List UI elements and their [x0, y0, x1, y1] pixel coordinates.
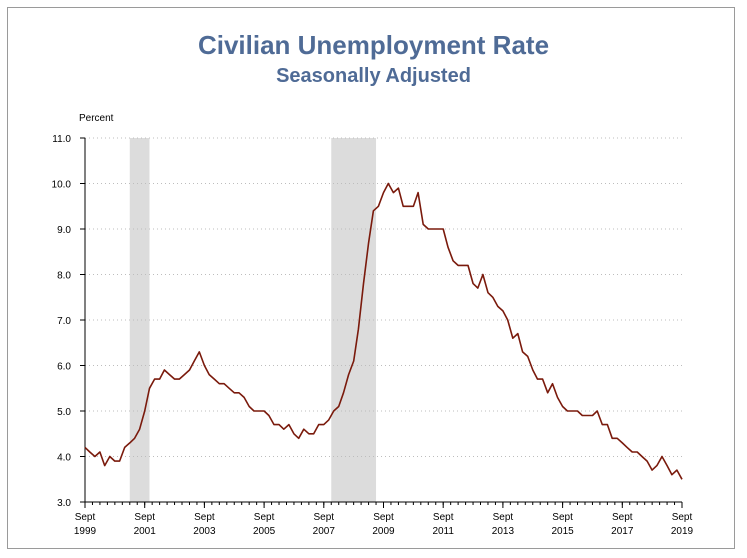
- y-tick-label: 7.0: [57, 316, 71, 327]
- x-tick-label-month: Sept: [194, 512, 215, 523]
- y-tick-label: 8.0: [57, 271, 71, 282]
- y-tick-label: 5.0: [57, 407, 71, 418]
- unemployment-rate-line: [84, 182, 683, 480]
- y-axis-label: Percent: [79, 113, 114, 124]
- y-tick-label: 6.0: [57, 362, 71, 373]
- x-tick-label-year: 2001: [134, 526, 157, 537]
- x-tick-label-month: Sept: [612, 512, 633, 523]
- x-tick-label-month: Sept: [134, 512, 155, 523]
- chart-title: Civilian Unemployment Rate: [197, 30, 550, 60]
- y-tick-label: 4.0: [57, 453, 71, 464]
- x-tick-label-year: 2009: [372, 526, 395, 537]
- y-tick-label: 3.0: [57, 498, 71, 509]
- x-tick-label-month: Sept: [552, 512, 573, 523]
- x-tick-label-year: 2015: [551, 526, 574, 537]
- x-tick-label-month: Sept: [373, 512, 394, 523]
- x-tick-label-month: Sept: [672, 512, 693, 523]
- y-tick-label: 11.0: [52, 134, 71, 145]
- x-tick-label-year: 2005: [253, 526, 276, 537]
- x-tick-label-month: Sept: [75, 512, 96, 523]
- x-tick-label-year: 2003: [193, 526, 216, 537]
- x-tick-label-month: Sept: [493, 512, 514, 523]
- x-tick-label-month: Sept: [433, 512, 454, 523]
- x-tick-label-year: 1999: [74, 526, 97, 537]
- x-tick-label-year: 2019: [671, 526, 694, 537]
- recession-band: [129, 138, 150, 502]
- x-tick-label-year: 2017: [611, 526, 634, 537]
- x-tick-label-year: 2011: [432, 526, 454, 537]
- x-tick-label-month: Sept: [314, 512, 335, 523]
- x-tick-label-month: Sept: [254, 512, 275, 523]
- y-tick-label: 9.0: [57, 225, 71, 236]
- x-tick-label-year: 2007: [313, 526, 336, 537]
- y-tick-label: 10.0: [52, 180, 72, 191]
- x-tick-label-year: 2013: [492, 526, 515, 537]
- chart-subtitle: Seasonally Adjusted: [276, 65, 471, 87]
